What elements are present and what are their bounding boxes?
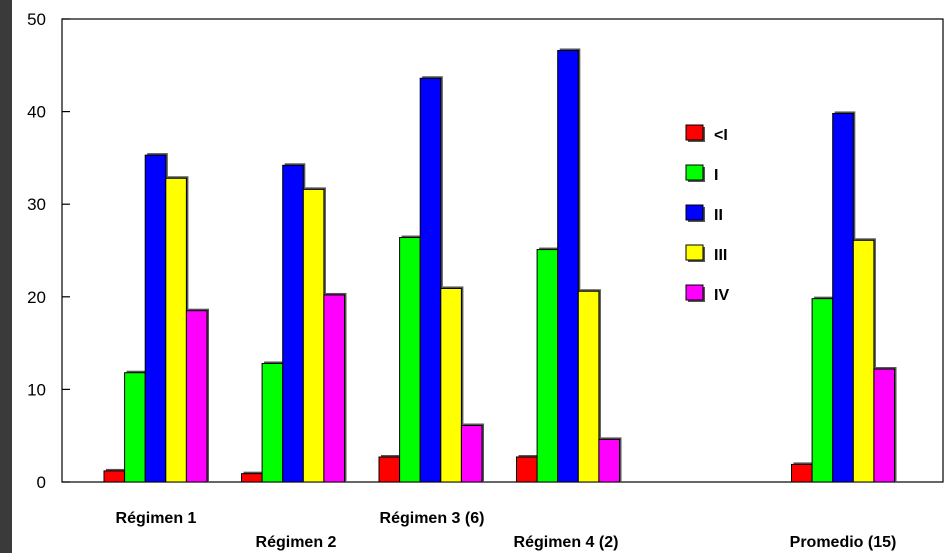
y-tick-label: 10 bbox=[27, 380, 46, 399]
legend-label: I bbox=[714, 167, 718, 184]
category-label: Promedio (15) bbox=[790, 534, 897, 551]
bar bbox=[852, 239, 875, 483]
bar bbox=[282, 164, 304, 483]
bar bbox=[165, 177, 187, 483]
y-tick-label: 0 bbox=[37, 473, 46, 492]
legend-swatch bbox=[685, 164, 704, 181]
bar bbox=[323, 294, 345, 483]
legend-label: III bbox=[714, 247, 727, 264]
bar bbox=[557, 49, 579, 483]
legend-swatch bbox=[685, 204, 704, 221]
bar bbox=[241, 473, 263, 483]
y-tick-label: 20 bbox=[27, 288, 46, 307]
bar bbox=[832, 112, 854, 483]
category-label: Régimen 3 (6) bbox=[380, 510, 485, 527]
bar bbox=[399, 237, 421, 483]
bar bbox=[873, 368, 896, 483]
legend-label: II bbox=[714, 207, 723, 224]
bar bbox=[577, 290, 600, 483]
bar bbox=[811, 298, 834, 483]
bar bbox=[302, 188, 325, 483]
bar bbox=[536, 249, 559, 483]
bar bbox=[419, 77, 442, 483]
bar bbox=[516, 456, 538, 483]
category-label: Régimen 4 (2) bbox=[514, 534, 619, 551]
y-tick-label: 40 bbox=[27, 103, 46, 122]
bar bbox=[124, 372, 146, 483]
left-border-strip bbox=[0, 0, 12, 553]
legend-swatch bbox=[685, 124, 704, 141]
y-tick-label: 50 bbox=[27, 10, 46, 29]
legend-label: IV bbox=[714, 287, 729, 304]
legend-swatch bbox=[685, 244, 704, 261]
bar bbox=[103, 470, 126, 483]
bar bbox=[791, 463, 813, 483]
bar bbox=[598, 438, 621, 483]
bar bbox=[378, 456, 401, 483]
category-label: Régimen 2 bbox=[256, 534, 337, 551]
bar bbox=[440, 287, 462, 483]
bar bbox=[460, 425, 483, 483]
bar bbox=[261, 362, 284, 483]
bar bbox=[185, 310, 208, 483]
category-label: Régimen 1 bbox=[116, 510, 197, 527]
legend-swatch bbox=[685, 284, 704, 301]
legend-label: <I bbox=[714, 127, 728, 144]
y-tick-label: 30 bbox=[27, 195, 46, 214]
bar bbox=[144, 154, 167, 483]
plot-area-frame bbox=[61, 18, 944, 483]
